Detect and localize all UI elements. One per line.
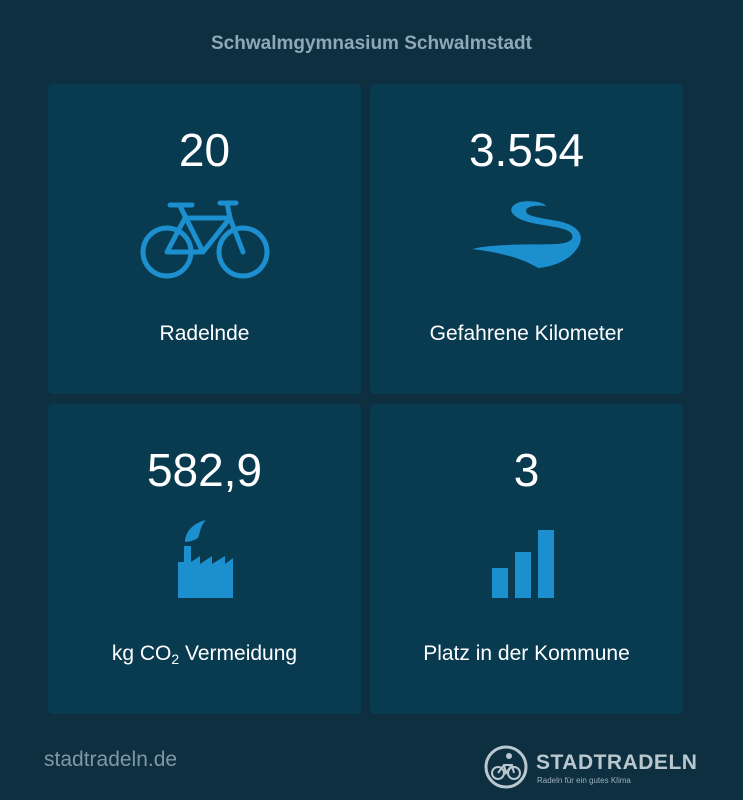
factory-icon <box>177 520 233 598</box>
kilometers-value: 3.554 <box>468 124 585 176</box>
cyclists-value: 20 <box>178 124 231 176</box>
kilometers-label: Gefahrene Kilometer <box>429 322 624 345</box>
stat-card-co2: 582,9 kg CO2 Vermeidung <box>48 404 361 714</box>
rank-value: 3 <box>513 444 540 496</box>
website-link[interactable]: stadtradeln.de <box>44 748 178 771</box>
page-title: Schwalmgymnasium Schwalmstadt <box>211 33 532 54</box>
logo-brand-text: STADTRADELN <box>536 751 698 774</box>
logo-tagline: Radeln für ein gutes Klima <box>537 776 631 785</box>
logo-cyclist-icon <box>484 745 528 789</box>
road-icon <box>471 201 581 268</box>
stat-card-kilometers: 3.554 Gefahrene Kilometer <box>370 84 683 394</box>
co2-value: 582,9 <box>146 444 263 496</box>
bicycle-icon <box>140 200 269 279</box>
cyclists-label: Radelnde <box>159 322 250 345</box>
stat-card-cyclists: 20 Radelnde <box>48 84 361 394</box>
stadtradeln-logo: STADTRADELN Radeln für ein gutes Klima <box>484 745 704 793</box>
co2-label: kg CO2 Vermeidung <box>111 642 298 667</box>
ranking-bars-icon <box>491 530 554 598</box>
stat-card-rank: 3 Platz in der Kommune <box>370 404 683 714</box>
rank-label: Platz in der Kommune <box>423 642 630 665</box>
